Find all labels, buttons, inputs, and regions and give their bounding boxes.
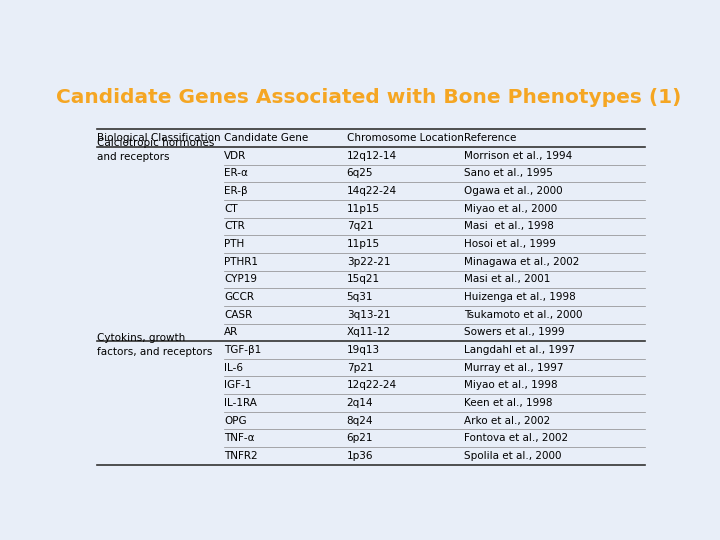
Text: Candidate Gene: Candidate Gene	[224, 133, 308, 143]
Text: PTH: PTH	[224, 239, 244, 249]
Text: ER-β: ER-β	[224, 186, 248, 196]
Text: CT: CT	[224, 204, 238, 214]
Text: Calciotropic hormones
and receptors: Calciotropic hormones and receptors	[96, 138, 214, 163]
Text: 6q25: 6q25	[347, 168, 373, 178]
Text: Ogawa et al., 2000: Ogawa et al., 2000	[464, 186, 562, 196]
Text: 12q22-24: 12q22-24	[347, 380, 397, 390]
Text: Miyao et al., 1998: Miyao et al., 1998	[464, 380, 557, 390]
Text: IL-1RA: IL-1RA	[224, 398, 257, 408]
Text: Murray et al., 1997: Murray et al., 1997	[464, 363, 563, 373]
Text: 1p36: 1p36	[347, 451, 373, 461]
Text: Morrison et al., 1994: Morrison et al., 1994	[464, 151, 572, 161]
Text: OPG: OPG	[224, 416, 246, 426]
Text: CASR: CASR	[224, 309, 252, 320]
Text: Masi  et al., 1998: Masi et al., 1998	[464, 221, 554, 231]
Text: CTR: CTR	[224, 221, 245, 231]
Text: Arko et al., 2002: Arko et al., 2002	[464, 416, 550, 426]
Text: Masi et al., 2001: Masi et al., 2001	[464, 274, 550, 285]
Text: 12q12-14: 12q12-14	[347, 151, 397, 161]
Text: Huizenga et al., 1998: Huizenga et al., 1998	[464, 292, 575, 302]
Text: Cytokins, growth
factors, and receptors: Cytokins, growth factors, and receptors	[96, 333, 212, 357]
Text: VDR: VDR	[224, 151, 246, 161]
Text: TNFR2: TNFR2	[224, 451, 258, 461]
Text: Minagawa et al., 2002: Minagawa et al., 2002	[464, 256, 579, 267]
Text: IGF-1: IGF-1	[224, 380, 251, 390]
Text: 3q13-21: 3q13-21	[347, 309, 390, 320]
Text: Keen et al., 1998: Keen et al., 1998	[464, 398, 552, 408]
Text: 7q21: 7q21	[347, 221, 373, 231]
Text: TGF-β1: TGF-β1	[224, 345, 261, 355]
Text: Sano et al., 1995: Sano et al., 1995	[464, 168, 553, 178]
Text: IL-6: IL-6	[224, 363, 243, 373]
Text: Candidate Genes Associated with Bone Phenotypes (1): Candidate Genes Associated with Bone Phe…	[56, 87, 682, 107]
Text: 3p22-21: 3p22-21	[347, 256, 390, 267]
Text: 14q22-24: 14q22-24	[347, 186, 397, 196]
Text: Reference: Reference	[464, 133, 516, 143]
Text: Langdahl et al., 1997: Langdahl et al., 1997	[464, 345, 575, 355]
Text: Chromosome Location: Chromosome Location	[347, 133, 464, 143]
Text: AR: AR	[224, 327, 238, 338]
Text: GCCR: GCCR	[224, 292, 254, 302]
Text: 2q14: 2q14	[347, 398, 373, 408]
Text: 8q24: 8q24	[347, 416, 373, 426]
Text: 19q13: 19q13	[347, 345, 380, 355]
Text: ER-α: ER-α	[224, 168, 248, 178]
Text: 15q21: 15q21	[347, 274, 380, 285]
Text: TNF-α: TNF-α	[224, 433, 254, 443]
Text: PTHR1: PTHR1	[224, 256, 258, 267]
Text: Sowers et al., 1999: Sowers et al., 1999	[464, 327, 564, 338]
Text: Spolila et al., 2000: Spolila et al., 2000	[464, 451, 562, 461]
Text: Tsukamoto et al., 2000: Tsukamoto et al., 2000	[464, 309, 582, 320]
Text: CYP19: CYP19	[224, 274, 257, 285]
Text: Hosoi et al., 1999: Hosoi et al., 1999	[464, 239, 556, 249]
Text: 11p15: 11p15	[347, 204, 380, 214]
Text: Xq11-12: Xq11-12	[347, 327, 391, 338]
Text: 7p21: 7p21	[347, 363, 373, 373]
Text: 11p15: 11p15	[347, 239, 380, 249]
Text: 6p21: 6p21	[347, 433, 373, 443]
Text: Fontova et al., 2002: Fontova et al., 2002	[464, 433, 568, 443]
Text: Miyao et al., 2000: Miyao et al., 2000	[464, 204, 557, 214]
Text: 5q31: 5q31	[347, 292, 373, 302]
Text: Biological Classification: Biological Classification	[96, 133, 220, 143]
